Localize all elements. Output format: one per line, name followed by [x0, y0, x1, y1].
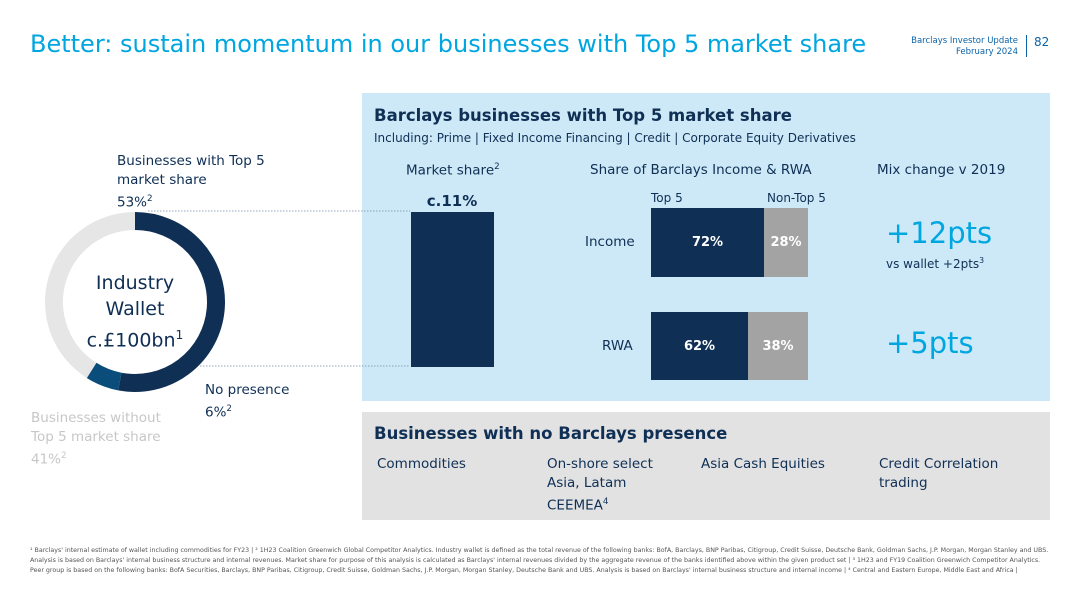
header-org: Barclays Investor Update	[911, 36, 1018, 46]
column-header-mix-change: Mix change v 2019	[877, 162, 1006, 178]
no-presence-panel	[362, 412, 1050, 520]
column-header-market-share: Market share2	[406, 162, 500, 179]
page-title: Better: sustain momentum in our business…	[30, 30, 867, 58]
label-top5-line2: market share	[117, 172, 207, 188]
no-presence-item-credit-correlation: Credit Correlation trading	[879, 456, 999, 491]
no-presence-item-asia-cash: Asia Cash Equities	[701, 456, 825, 472]
rwa-top5-bar: 62%	[651, 312, 748, 380]
donut-center-line2: Wallet	[105, 298, 165, 320]
donut-segment-no-presence	[86, 362, 122, 391]
row-label-rwa: RWA	[602, 338, 633, 354]
footnote: ¹ Barclays' internal estimate of wallet …	[30, 547, 1049, 574]
label-without-top5: Businesses without Top 5 market share 41…	[31, 410, 161, 468]
income-non-top5-bar: 28%	[764, 208, 808, 277]
label-top5: Businesses with Top 5 market share 53%2	[117, 153, 265, 211]
header-divider	[1026, 35, 1027, 57]
header-date: February 2024	[956, 47, 1018, 57]
label-top5-line1: Businesses with Top 5	[117, 153, 265, 169]
row-label-income: Income	[585, 234, 635, 250]
label-without-line1: Businesses without	[31, 410, 161, 426]
income-top5-bar: 72%	[651, 208, 764, 277]
top-panel-title: Barclays businesses with Top 5 market sh…	[374, 106, 792, 125]
no-presence-item-onshore: On-shore select Asia, Latam CEEMEA4	[547, 456, 653, 514]
label-no-presence-value: 6%	[205, 404, 227, 421]
mix-rwa-value: +5pts	[886, 326, 974, 360]
donut-segment-top5	[118, 212, 225, 392]
market-share-bar	[411, 212, 494, 367]
bottom-panel-title: Businesses with no Barclays presence	[374, 424, 728, 443]
legend-top5: Top 5	[651, 191, 683, 205]
mix-income-note: vs wallet +2pts3	[886, 256, 985, 271]
page-number: 82	[1034, 35, 1050, 49]
donut-center-line1: Industry	[95, 272, 175, 294]
column-header-income-rwa: Share of Barclays Income & RWA	[590, 162, 812, 178]
label-without-line2: Top 5 market share	[31, 429, 161, 445]
donut-center-sup: 1	[175, 328, 184, 342]
label-no-presence-line1: No presence	[205, 382, 290, 398]
mix-income-value: +12pts	[886, 216, 993, 250]
rwa-non-top5-bar: 38%	[748, 312, 808, 380]
donut-center-value: c.£100bn	[86, 329, 176, 352]
label-without-value: 41%	[31, 451, 62, 468]
donut-segment-without-top5	[45, 212, 136, 378]
header-meta: Barclays Investor Update February 2024	[911, 36, 1018, 58]
donut-center-label: Industry Wallet c.£100bn1	[60, 270, 210, 353]
no-presence-item-commodities: Commodities	[377, 456, 466, 472]
legend-non-top5: Non-Top 5	[767, 191, 826, 205]
label-top5-value: 53%	[117, 194, 148, 211]
label-no-presence: No presence 6%2	[205, 382, 290, 421]
market-share-value: c.11%	[426, 192, 478, 210]
top-panel-subtitle: Including: Prime | Fixed Income Financin…	[374, 131, 856, 145]
